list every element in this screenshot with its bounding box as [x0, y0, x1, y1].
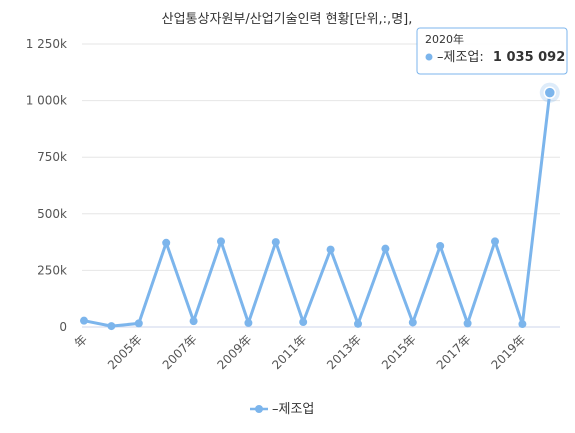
data-point[interactable] — [463, 319, 472, 328]
chart-title: 산업통상자원부/산업기술인력 현황[단위,:,명], — [162, 12, 413, 27]
data-point[interactable] — [326, 245, 335, 254]
x-tick-label: 2015年 — [379, 332, 419, 372]
y-tick-label: 250k — [37, 263, 67, 277]
y-tick-label: 500k — [37, 207, 67, 221]
grid-lines — [82, 43, 560, 328]
y-axis: 0 250k 500k 750k 1 000k 1 250k — [26, 37, 67, 334]
data-point[interactable] — [189, 317, 198, 326]
x-axis: 年 2005年 2007年 2009年 2011年 2013年 2015年 2017年 2019… — [72, 332, 529, 372]
data-point[interactable] — [134, 319, 143, 328]
data-point[interactable] — [271, 238, 280, 247]
x-tick-label: 2019年 — [489, 332, 529, 372]
svg-text:–제조업: 1 035 092: –제조업: 1 035 092 — [437, 50, 565, 65]
data-point-highlighted[interactable] — [543, 86, 557, 99]
tooltip-header: 2020年 — [425, 32, 464, 46]
x-tick-label: 2007年 — [160, 332, 200, 372]
y-tick-label: 1 250k — [26, 37, 67, 51]
series-plot — [80, 82, 560, 331]
legend-marker-icon — [255, 405, 263, 413]
data-point[interactable] — [491, 237, 499, 246]
data-point[interactable] — [80, 316, 88, 325]
x-tick-label: 2017年 — [434, 332, 474, 372]
legend[interactable]: –제조업 — [250, 402, 314, 417]
data-point[interactable] — [518, 320, 527, 329]
data-point[interactable] — [244, 318, 253, 327]
x-tick-label: 2013年 — [324, 332, 364, 372]
x-tick-label: 年 — [72, 332, 90, 350]
x-tick-label: 2011年 — [269, 332, 309, 372]
tooltip-box — [416, 27, 568, 75]
y-tick-label: 1 000k — [26, 94, 67, 108]
data-point[interactable] — [217, 237, 225, 246]
series-line — [82, 91, 552, 328]
legend-label: –제조업 — [272, 402, 314, 417]
data-point[interactable] — [107, 322, 116, 331]
data-point[interactable] — [408, 318, 417, 327]
data-point[interactable] — [436, 241, 445, 250]
tooltip-value: 1 035 092 — [493, 50, 565, 65]
tooltip-marker-icon — [425, 53, 433, 61]
y-tick-label: 750k — [37, 150, 67, 164]
data-point[interactable] — [299, 318, 308, 327]
y-tick-label: 0 — [59, 320, 67, 334]
tooltip-series-label: –제조업: — [437, 50, 484, 65]
x-tick-label: 2005年 — [105, 332, 145, 372]
tooltip: 2020年 –제조업: 1 035 092 — [416, 27, 568, 75]
data-point[interactable] — [354, 319, 362, 328]
data-point[interactable] — [381, 244, 390, 253]
x-tick-label: 2009年 — [215, 332, 255, 372]
data-point[interactable] — [162, 238, 171, 247]
